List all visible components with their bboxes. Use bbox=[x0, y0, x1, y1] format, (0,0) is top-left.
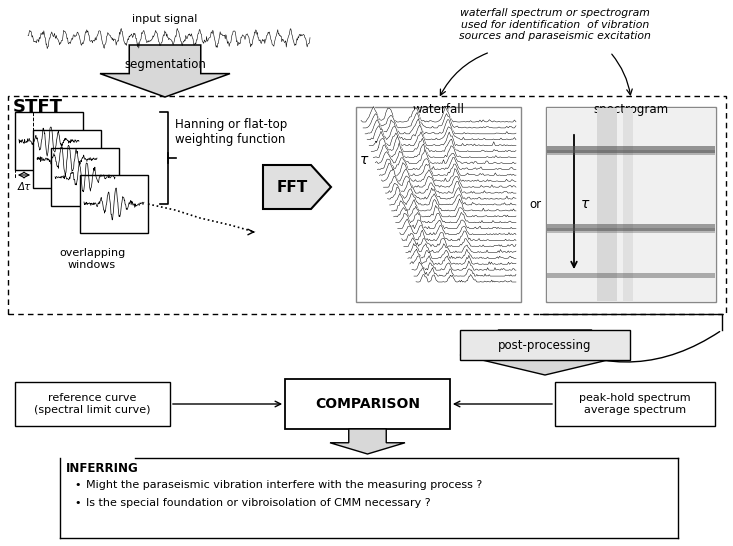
Bar bbox=[15, 382, 170, 426]
Text: post-processing: post-processing bbox=[498, 339, 592, 352]
Bar bbox=[356, 107, 521, 302]
Text: •: • bbox=[75, 498, 81, 508]
Bar bbox=[51, 148, 119, 206]
Text: overlapping
windows: overlapping windows bbox=[59, 248, 125, 270]
Text: •: • bbox=[75, 480, 81, 490]
Bar bbox=[15, 112, 83, 170]
Bar bbox=[460, 330, 630, 360]
Polygon shape bbox=[330, 429, 405, 454]
Text: INFERRING: INFERRING bbox=[66, 462, 139, 475]
Bar bbox=[33, 130, 101, 188]
Bar bbox=[547, 273, 715, 277]
Text: segmentation: segmentation bbox=[124, 58, 206, 72]
Text: reference curve
(spectral limit curve): reference curve (spectral limit curve) bbox=[34, 393, 151, 415]
Text: Hanning or flat-top
weighting function: Hanning or flat-top weighting function bbox=[175, 118, 287, 146]
Bar bbox=[547, 146, 715, 153]
Bar bbox=[547, 108, 715, 301]
Polygon shape bbox=[460, 330, 630, 375]
Bar bbox=[555, 382, 715, 426]
Bar bbox=[547, 224, 715, 231]
Text: Might the paraseismic vibration interfere with the measuring process ?: Might the paraseismic vibration interfer… bbox=[86, 480, 482, 490]
Bar bbox=[285, 379, 450, 429]
Text: or: or bbox=[529, 198, 541, 211]
Text: FFT: FFT bbox=[276, 180, 308, 194]
Text: spectrogram: spectrogram bbox=[594, 103, 668, 116]
Text: τ: τ bbox=[581, 198, 589, 211]
Text: Is the special foundation or vibroisolation of CMM necessary ?: Is the special foundation or vibroisolat… bbox=[86, 498, 430, 508]
Bar bbox=[622, 108, 633, 301]
Text: COMPARISON: COMPARISON bbox=[315, 397, 420, 411]
Bar bbox=[8, 96, 726, 314]
Text: STFT: STFT bbox=[13, 98, 63, 116]
Bar bbox=[597, 108, 617, 301]
Polygon shape bbox=[100, 45, 230, 97]
Bar bbox=[547, 228, 715, 233]
Bar bbox=[546, 107, 716, 302]
Bar bbox=[80, 175, 148, 233]
Text: τ: τ bbox=[360, 153, 368, 167]
Text: waterfall spectrum or spectrogram
used for identification  of vibration
sources : waterfall spectrum or spectrogram used f… bbox=[459, 8, 651, 41]
Text: input signal: input signal bbox=[133, 14, 198, 24]
Text: waterfall: waterfall bbox=[413, 103, 465, 116]
Bar bbox=[547, 150, 715, 155]
Text: peak-hold spectrum
average spectrum: peak-hold spectrum average spectrum bbox=[579, 393, 690, 415]
Text: Δτ: Δτ bbox=[18, 182, 31, 192]
Polygon shape bbox=[263, 165, 331, 209]
